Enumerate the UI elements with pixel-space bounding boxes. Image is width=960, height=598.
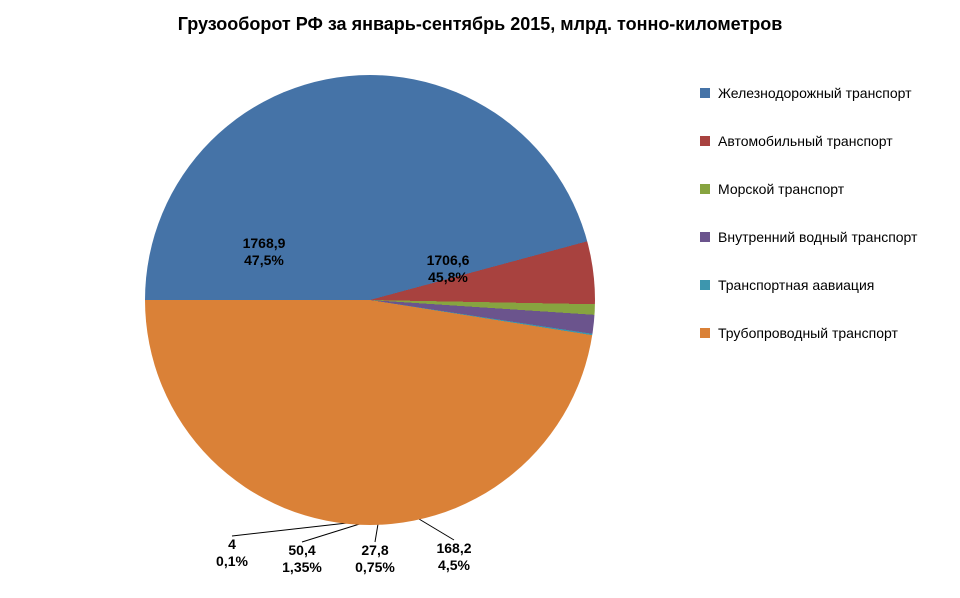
legend-item: Железнодорожный транспорт bbox=[700, 85, 917, 101]
legend-item: Транспортная аавиация bbox=[700, 277, 917, 293]
legend-label: Транспортная аавиация bbox=[718, 277, 874, 293]
legend-item: Внутренний водный транспорт bbox=[700, 229, 917, 245]
legend-marker bbox=[700, 184, 710, 194]
slice-data-label: 27,80,75% bbox=[355, 542, 395, 576]
legend-marker bbox=[700, 136, 710, 146]
legend-marker bbox=[700, 280, 710, 290]
slice-data-label: 1768,947,5% bbox=[243, 235, 286, 269]
legend-label: Железнодорожный транспорт bbox=[718, 85, 912, 101]
legend-marker bbox=[700, 232, 710, 242]
slice-data-label: 50,41,35% bbox=[282, 542, 322, 576]
legend-item: Трубопроводный транспорт bbox=[700, 325, 917, 341]
legend-label: Морской транспорт bbox=[718, 181, 844, 197]
legend-item: Морской транспорт bbox=[700, 181, 917, 197]
legend-label: Трубопроводный транспорт bbox=[718, 325, 898, 341]
legend-marker bbox=[700, 88, 710, 98]
legend-label: Внутренний водный транспорт bbox=[718, 229, 917, 245]
legend-marker bbox=[700, 328, 710, 338]
legend-label: Автомобильный транспорт bbox=[718, 133, 893, 149]
slice-data-label: 168,24,5% bbox=[436, 540, 471, 574]
legend: Железнодорожный транспорт Автомобильный т… bbox=[700, 85, 917, 373]
slice-data-label: 1706,645,8% bbox=[427, 252, 470, 286]
chart-title: Грузооборот РФ за январь-сентябрь 2015, … bbox=[0, 14, 960, 35]
legend-item: Автомобильный транспорт bbox=[700, 133, 917, 149]
slice-data-label: 40,1% bbox=[216, 536, 248, 570]
pie-chart bbox=[145, 75, 595, 525]
